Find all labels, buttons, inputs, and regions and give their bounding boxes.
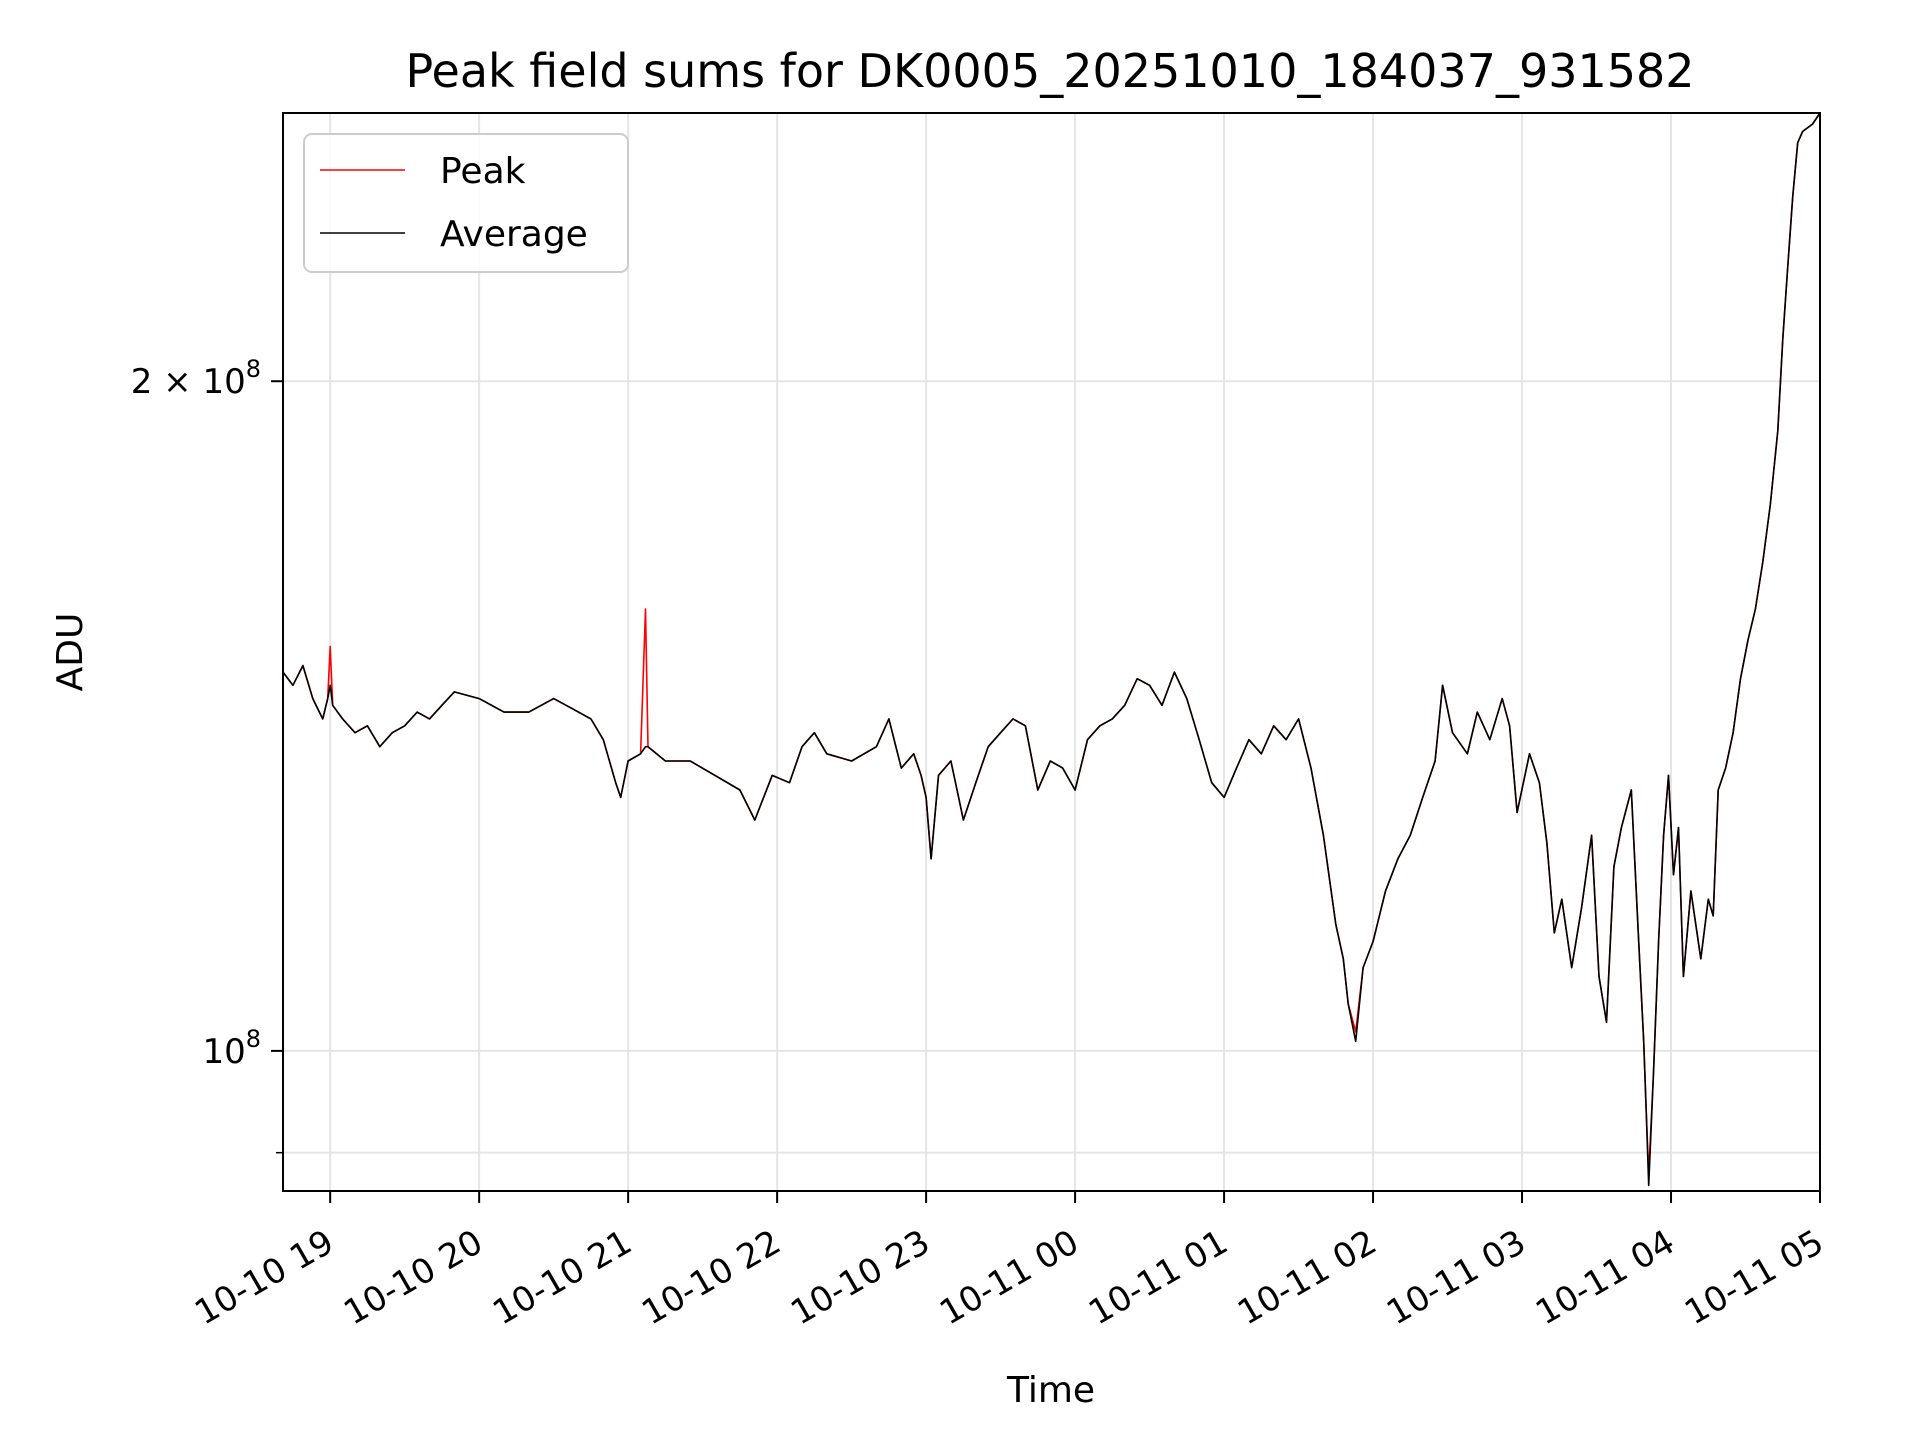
x-axis-label: Time (1006, 1370, 1095, 1411)
grid (283, 113, 1821, 1191)
x-tick-label: 10-11 04 (1529, 1222, 1681, 1333)
x-tick-label: 10-10 23 (784, 1222, 936, 1333)
chart-title: Peak field sums for DK0005_20251010_1840… (405, 44, 1694, 98)
x-tick-label: 10-11 05 (1678, 1222, 1830, 1333)
legend-label-peak: Peak (440, 151, 526, 192)
x-tick-label: 10-11 03 (1380, 1222, 1532, 1333)
x-tick-label: 10-11 02 (1231, 1222, 1383, 1333)
y-axis: 108 2 × 108 (131, 355, 283, 1154)
y-axis-label: ADU (50, 613, 91, 692)
plot-frame (282, 112, 1821, 1192)
x-tick-label: 10-11 00 (933, 1222, 1085, 1333)
legend: Peak Average (303, 133, 629, 273)
x-tick-label: 10-10 20 (337, 1222, 489, 1333)
series-line-average (282, 112, 1821, 1187)
x-tick-label: 10-10 19 (188, 1222, 340, 1333)
x-tick-label: 10-10 22 (635, 1222, 787, 1333)
x-tick-label: 10-10 21 (486, 1222, 638, 1333)
y-tick-label: 2 × 108 (131, 355, 261, 402)
legend-label-average: Average (440, 214, 588, 255)
x-tick-label: 10-11 01 (1082, 1222, 1234, 1333)
series-lines (282, 112, 1821, 1187)
legend-box (303, 133, 629, 273)
y-tick-label: 108 (202, 1025, 261, 1072)
